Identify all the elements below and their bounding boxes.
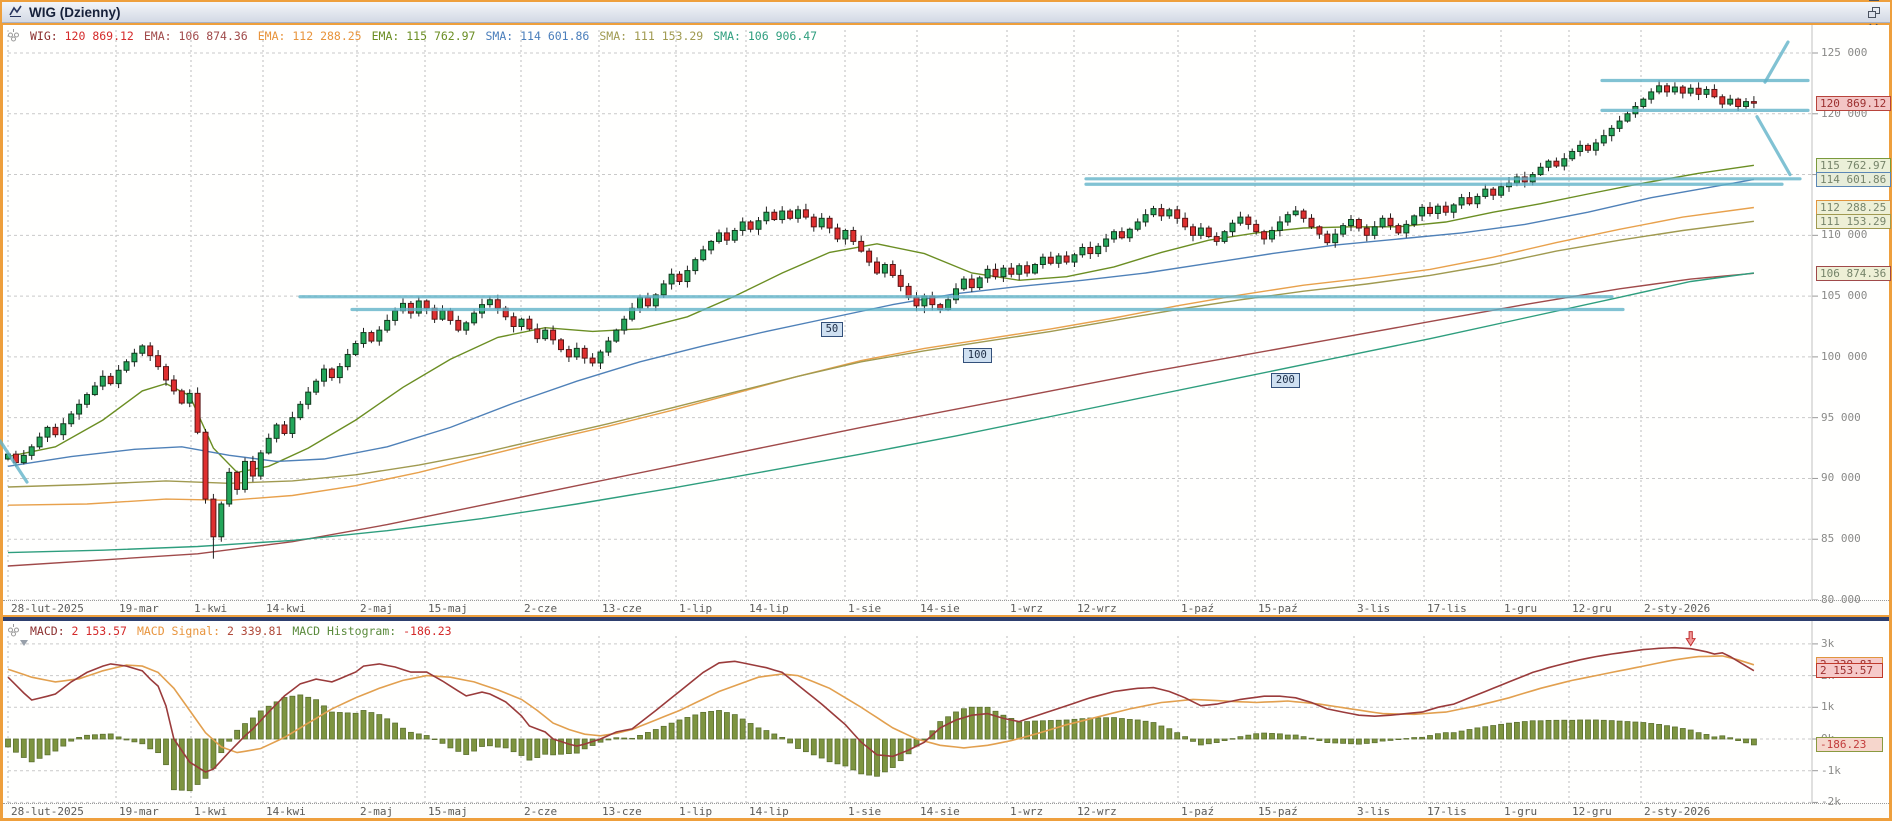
date-tick-label: 12-wrz	[1077, 805, 1117, 818]
macd-axis-tick-label: 1k	[1821, 700, 1835, 714]
minimize-icon	[1868, 0, 1879, 1]
legend-item: MACD Histogram: -186.23	[292, 624, 452, 638]
date-tick-label: 15-paź	[1258, 602, 1298, 615]
price-axis-tick-label: 100 000	[1821, 349, 1868, 363]
macd-legend: MACD: 2 153.57 MACD Signal: 2 339.81 MACD …	[7, 622, 452, 640]
price-axis-tick-label: 110 000	[1821, 228, 1868, 242]
ma-period-label-50: 50	[820, 321, 844, 337]
date-tick-label: 19-mar	[119, 805, 159, 818]
price-axis-tick-label: 125 000	[1821, 46, 1868, 59]
date-tick-label: 17-lis	[1427, 602, 1467, 615]
date-tick-label: 28-lut-2025	[11, 805, 84, 818]
date-tick-label: 1-lip	[679, 805, 713, 818]
date-tick-label: 1-sie	[848, 602, 882, 615]
window-title: WIG (Dzienny)	[29, 4, 121, 20]
price-axis-tick-label: 85 000	[1821, 532, 1861, 546]
legend-item: WIG: 120 869.12	[30, 29, 134, 43]
date-tick-label: 14-sie	[920, 602, 960, 615]
date-tick-label: 12-wrz	[1077, 602, 1117, 615]
legend-item: EMA: 106 874.36	[143, 29, 248, 43]
date-tick-label: 14-lip	[749, 805, 789, 818]
date-tick-label: 1-paź	[1181, 602, 1215, 615]
price-date-axis	[3, 600, 1889, 615]
date-tick-label: 14-kwi	[266, 805, 306, 818]
price-legend: WIG: 120 869.12 EMA: 106 874.36 EMA: 112 2…	[7, 27, 817, 45]
price-value-box: 114 601.86	[1816, 171, 1891, 187]
date-tick-label: 2-sty-2026	[1644, 602, 1711, 615]
macd-axis-tick-label: -1k	[1821, 763, 1841, 777]
ma-period-label-200: 200	[1270, 373, 1300, 389]
price-value-box: 112 288.25	[1816, 200, 1891, 216]
macd-value-box: -186.23	[1816, 737, 1883, 753]
price-axis-tick-label: 90 000	[1821, 471, 1861, 485]
date-tick-label: 1-wrz	[1010, 602, 1044, 615]
macd-axis-tick-label: 3k	[1821, 636, 1835, 650]
price-axis-tick-label: 80 000	[1821, 593, 1861, 606]
legend-item: EMA: 115 762.97	[371, 29, 476, 43]
date-tick-label: 1-sie	[848, 805, 882, 818]
price-value-box: 115 762.97	[1816, 157, 1891, 173]
date-tick-label: 2-cze	[524, 602, 558, 615]
pane-splitter[interactable]	[3, 617, 1889, 621]
legend-item: SMA: 106 906.47	[713, 29, 818, 43]
line-chart-icon	[8, 3, 23, 22]
date-tick-label: 17-lis	[1427, 805, 1467, 818]
date-tick-label: 12-gru	[1572, 602, 1612, 615]
legend-item: SMA: 111 153.29	[599, 29, 704, 43]
price-axis-tick-label: 105 000	[1821, 289, 1868, 303]
macd-chart-area[interactable]	[3, 621, 1889, 803]
date-tick-label: 2-sty-2026	[1644, 805, 1711, 818]
indicator-properties-icon[interactable]	[7, 622, 20, 640]
date-tick-label: 2-maj	[360, 602, 394, 615]
restore-button[interactable]	[1863, 4, 1884, 20]
date-tick-label: 3-lis	[1357, 602, 1391, 615]
date-tick-label: 12-gru	[1572, 805, 1612, 818]
date-tick-label: 1-paź	[1181, 805, 1215, 818]
legend-item: MACD: 2 153.57	[30, 624, 127, 638]
price-value-box: 106 874.36	[1816, 265, 1891, 281]
minimize-button[interactable]	[1863, 0, 1884, 4]
date-tick-label: 1-gru	[1504, 602, 1538, 615]
date-tick-label: 1-kwi	[194, 805, 228, 818]
date-tick-label: 1-lip	[679, 602, 713, 615]
date-tick-label: 13-cze	[602, 805, 642, 818]
price-axis-tick-label: 95 000	[1821, 410, 1861, 424]
date-tick-label: 1-wrz	[1010, 805, 1044, 818]
date-tick-label: 14-kwi	[266, 602, 306, 615]
restore-icon	[1867, 6, 1880, 18]
indicator-properties-icon[interactable]	[7, 27, 20, 45]
legend-item: SMA: 114 601.86	[485, 29, 590, 43]
date-tick-label: 14-sie	[920, 805, 960, 818]
title-bar[interactable]: WIG (Dzienny) ×	[2, 0, 1890, 36]
legend-item: EMA: 112 288.25	[257, 29, 362, 43]
date-tick-label: 13-cze	[602, 602, 642, 615]
price-value-box: 120 869.12	[1816, 95, 1891, 111]
price-value-box: 111 153.29	[1816, 213, 1891, 229]
macd-value-box: 2 153.57	[1816, 663, 1883, 679]
date-tick-label: 1-kwi	[194, 602, 228, 615]
date-tick-label: 2-cze	[524, 805, 558, 818]
legend-item: MACD Signal: 2 339.81	[136, 624, 283, 638]
date-tick-label: 15-maj	[428, 805, 468, 818]
date-tick-label: 19-mar	[119, 602, 159, 615]
price-chart-area[interactable]	[3, 25, 1889, 613]
date-tick-label: 28-lut-2025	[11, 602, 84, 615]
macd-axis-tick-label: -2k	[1821, 795, 1841, 809]
date-tick-label: 14-lip	[749, 602, 789, 615]
date-tick-label: 15-paź	[1258, 805, 1298, 818]
date-tick-label: 15-maj	[428, 602, 468, 615]
ma-period-label-100: 100	[962, 347, 992, 363]
date-tick-label: 2-maj	[360, 805, 394, 818]
date-tick-label: 3-lis	[1357, 805, 1391, 818]
collapse-indicator-icon[interactable]	[20, 640, 28, 646]
date-tick-label: 1-gru	[1504, 805, 1538, 818]
macd-date-axis	[3, 803, 1889, 818]
